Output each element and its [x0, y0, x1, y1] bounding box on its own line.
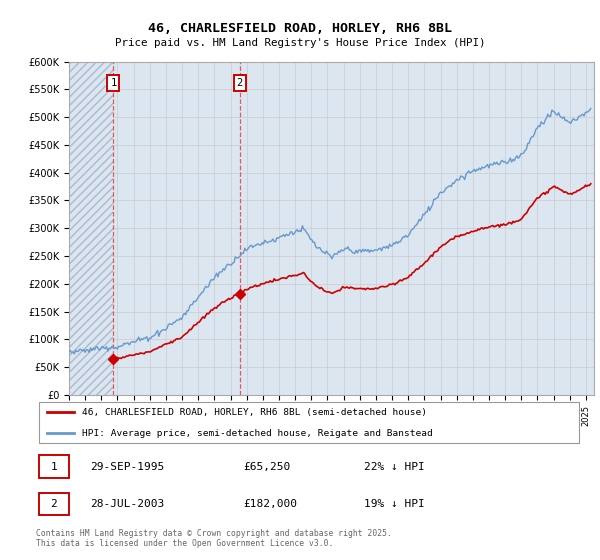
Text: £182,000: £182,000 [244, 499, 298, 509]
Text: Price paid vs. HM Land Registry's House Price Index (HPI): Price paid vs. HM Land Registry's House … [115, 38, 485, 48]
FancyBboxPatch shape [39, 402, 579, 444]
Text: 28-JUL-2003: 28-JUL-2003 [91, 499, 165, 509]
FancyBboxPatch shape [39, 455, 69, 478]
Text: 1: 1 [50, 461, 57, 472]
Text: 1: 1 [110, 78, 116, 88]
Text: £65,250: £65,250 [244, 461, 291, 472]
Text: Contains HM Land Registry data © Crown copyright and database right 2025.
This d: Contains HM Land Registry data © Crown c… [36, 529, 392, 548]
Bar [69, 62, 113, 395]
FancyBboxPatch shape [39, 493, 69, 515]
Text: 46, CHARLESFIELD ROAD, HORLEY, RH6 8BL (semi-detached house): 46, CHARLESFIELD ROAD, HORLEY, RH6 8BL (… [82, 408, 427, 417]
Text: 29-SEP-1995: 29-SEP-1995 [91, 461, 165, 472]
Text: 2: 2 [236, 78, 243, 88]
Text: 46, CHARLESFIELD ROAD, HORLEY, RH6 8BL: 46, CHARLESFIELD ROAD, HORLEY, RH6 8BL [148, 22, 452, 35]
Text: HPI: Average price, semi-detached house, Reigate and Banstead: HPI: Average price, semi-detached house,… [82, 428, 433, 437]
Text: 19% ↓ HPI: 19% ↓ HPI [364, 499, 424, 509]
Text: 2: 2 [50, 499, 57, 509]
Text: 22% ↓ HPI: 22% ↓ HPI [364, 461, 424, 472]
